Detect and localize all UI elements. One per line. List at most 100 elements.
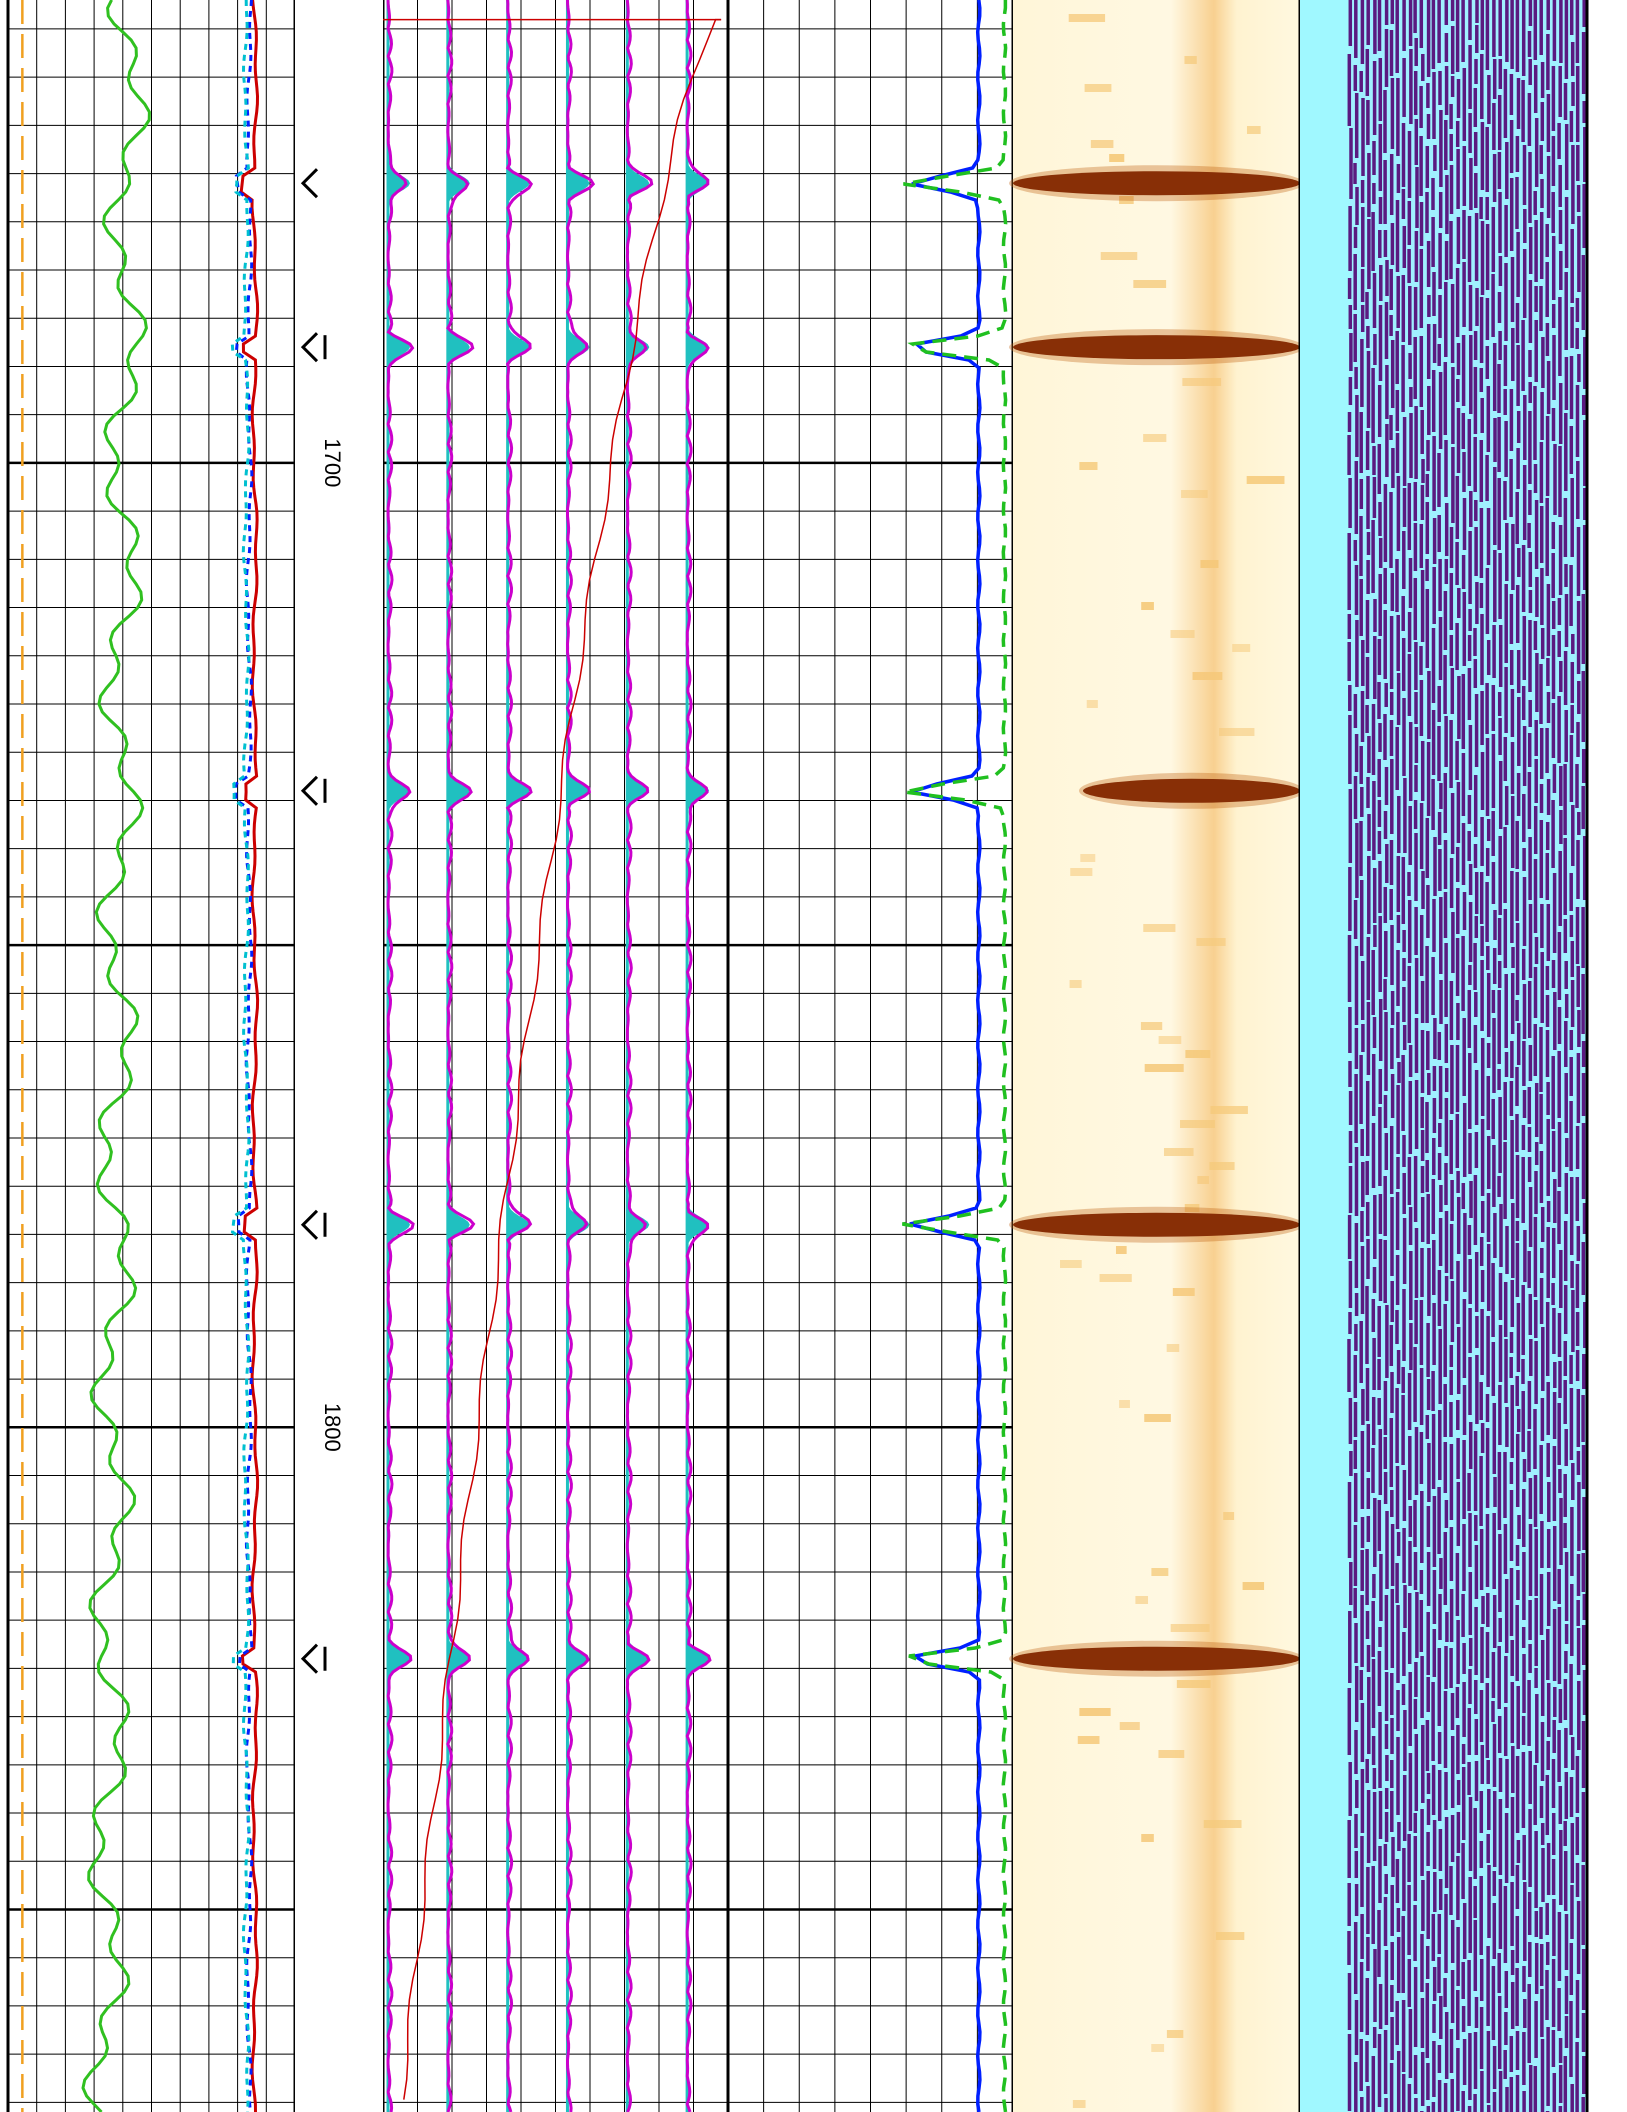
waveform-fill — [388, 760, 410, 821]
amplitude-texture — [1072, 2100, 1086, 2108]
vdl-image-track — [1347, 0, 1589, 2112]
waveform-curve — [386, 0, 415, 2112]
amplitude-texture — [1182, 378, 1222, 386]
vdl-stripe — [1581, 0, 1587, 2112]
waveform-fill — [687, 1194, 710, 1255]
amplitude-texture — [1143, 434, 1167, 442]
vdl-stripe — [1497, 0, 1503, 2112]
vdl-stripe — [1557, 0, 1563, 2112]
amplitude-texture — [1079, 1708, 1111, 1716]
waveform-fill — [567, 317, 590, 378]
dark-band-halo — [1009, 165, 1304, 202]
waveform-fill — [687, 317, 710, 378]
vdl-stripe — [1371, 0, 1377, 2112]
amplitude-texture — [1100, 252, 1138, 260]
vdl-stripe — [1455, 0, 1461, 2111]
amplitude-texture — [1242, 1582, 1265, 1590]
vdl-stripe — [1569, 0, 1575, 2112]
waveform-fill — [507, 1194, 530, 1255]
amplitude-texture — [1115, 1246, 1127, 1254]
amplitude-texture — [1084, 84, 1112, 92]
vdl-stripe — [1401, 0, 1407, 2112]
waveform-fill — [447, 1194, 470, 1255]
waveform-curve — [685, 0, 712, 2112]
amplitude-texture — [1151, 2044, 1165, 2052]
vdl-stripe — [1545, 0, 1551, 2112]
amplitude-texture — [1090, 140, 1114, 148]
amplitude-texture — [1219, 728, 1255, 736]
amplitude-texture — [1143, 924, 1176, 932]
amplitude-texture — [1215, 1932, 1245, 1940]
amplitude-texture — [1080, 854, 1096, 862]
vdl-stripe — [1365, 0, 1371, 2112]
vdl-stripe — [1473, 0, 1479, 2112]
amplitude-texture — [1170, 1624, 1210, 1632]
vdl-stripe — [1539, 0, 1545, 2112]
amplitude-texture — [1109, 154, 1125, 162]
dark-band — [1013, 1646, 1300, 1671]
amplitude-texture — [1192, 672, 1223, 680]
amplitude-texture — [1079, 462, 1098, 470]
depth-label: 1700 — [320, 438, 345, 487]
waveform-fill — [567, 1194, 590, 1255]
dark-band — [1013, 1212, 1300, 1237]
fill-track — [1300, 0, 1350, 2112]
waveform-curve — [625, 0, 654, 2112]
track-2-grid — [381, 0, 730, 2112]
track-2-series — [383, 0, 722, 2112]
amplitude-texture — [1246, 476, 1285, 484]
waveform-fill — [627, 1628, 650, 1689]
dark-band-halo — [1009, 329, 1304, 366]
dark-band — [1013, 335, 1300, 360]
vdl-stripe — [1419, 0, 1425, 2112]
amplitude-texture — [1223, 1512, 1235, 1520]
waveform-fill — [447, 760, 470, 821]
amplitude-texture — [1135, 1596, 1149, 1604]
amplitude-texture — [1060, 1260, 1082, 1268]
collar-marker — [300, 332, 319, 363]
vdl-stripe — [1503, 0, 1509, 2112]
vdl-stripe — [1389, 0, 1395, 2112]
vdl-stripe — [1563, 0, 1569, 2112]
waveform-fill — [507, 153, 530, 214]
amplitude-texture — [1070, 868, 1093, 876]
vdl-stripe — [1347, 0, 1353, 2111]
vdl-stripe — [1395, 0, 1401, 2112]
depth-label: 1800 — [320, 1403, 345, 1452]
vdl-stripe — [1377, 0, 1383, 2112]
vdl-stripe — [1437, 0, 1443, 2112]
waveform-fill — [388, 317, 410, 378]
amplitude-texture — [1210, 1106, 1248, 1114]
waveform-fill — [507, 317, 530, 378]
waveform-fill — [388, 1194, 410, 1255]
vdl-stripe — [1359, 0, 1365, 2112]
amplitude-texture — [1232, 644, 1251, 652]
track-1-series — [21, 0, 260, 2112]
amplitude-texture — [1069, 980, 1082, 988]
amplitude-texture — [1200, 560, 1219, 568]
waveform-fill — [507, 1628, 530, 1689]
vdl-stripe — [1407, 0, 1413, 2112]
waveform-fill — [388, 153, 410, 214]
collar-marker — [300, 168, 319, 199]
track-3-series — [902, 0, 1008, 2112]
vdl-stripe — [1449, 0, 1455, 2112]
waveform-fill — [687, 153, 710, 214]
vdl-stripe — [1575, 0, 1581, 2112]
waveform-fill — [687, 1628, 710, 1689]
waveform-curve — [505, 0, 534, 2112]
vdl-stripe — [1509, 0, 1515, 2112]
amplitude-texture — [1158, 1750, 1185, 1758]
amplitude-texture — [1133, 280, 1167, 288]
amplitude-texture — [1176, 1680, 1211, 1688]
waveform-fill — [627, 153, 650, 214]
dark-band-halo — [1009, 1640, 1304, 1677]
amplitude-texture — [1163, 1148, 1194, 1156]
vdl-stripe — [1521, 0, 1527, 2112]
waveform-curve — [446, 0, 476, 2112]
amplitude-texture — [1077, 1736, 1100, 1744]
series-curve — [902, 0, 1008, 2112]
amplitude-texture — [1181, 490, 1208, 498]
waveform-fill — [627, 760, 650, 821]
amplitude-texture — [1180, 1120, 1215, 1128]
